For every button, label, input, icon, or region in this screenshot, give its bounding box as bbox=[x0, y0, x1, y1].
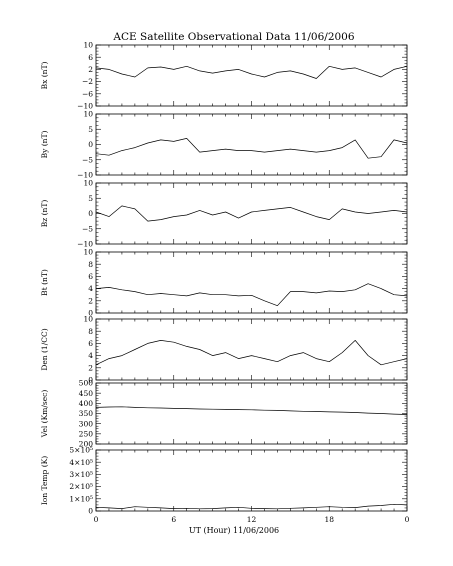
y-tick-label: −10 bbox=[77, 240, 93, 249]
y-tick-label: −10 bbox=[77, 102, 93, 111]
y-tick-label: 4×10⁵ bbox=[69, 458, 93, 467]
y-tick-label: 10 bbox=[83, 179, 93, 188]
y-tick-label: −5 bbox=[82, 224, 93, 233]
series-line bbox=[95, 205, 408, 222]
y-tick-label: 6 bbox=[88, 272, 93, 281]
series-line bbox=[95, 283, 408, 307]
y-tick-label: 10 bbox=[83, 110, 93, 119]
x-tick-label: 18 bbox=[324, 515, 334, 524]
y-tick-label: −6 bbox=[82, 89, 93, 98]
y-tick-label: 0 bbox=[88, 140, 93, 149]
y-axis-label: Bx (nT) bbox=[40, 62, 49, 90]
y-axis-label: Ion Temp (K) bbox=[40, 456, 49, 505]
y-tick-label: 5×10⁵ bbox=[69, 446, 93, 455]
panel-frame bbox=[95, 382, 408, 445]
y-tick-label: 2 bbox=[88, 363, 93, 372]
y-tick-label: 4 bbox=[88, 351, 93, 360]
chart-title: ACE Satellite Observational Data 11/06/2… bbox=[112, 31, 354, 43]
y-axis-label: Vel (Km/sec) bbox=[40, 390, 49, 439]
y-tick-label: 500 bbox=[79, 379, 94, 388]
panels: −10 −6 −2 2 6 10 Bx (nT) −10 −5 0 5 10 By (nT) −10 −5 0… bbox=[40, 41, 410, 524]
y-tick-label: 2×10⁵ bbox=[69, 482, 93, 491]
y-tick-label: 200 bbox=[79, 440, 94, 449]
panel-frame bbox=[95, 44, 408, 107]
y-tick-label: 250 bbox=[79, 429, 94, 438]
y-axis-label: Den (1/CC) bbox=[40, 328, 49, 370]
x-tick-label: 0 bbox=[405, 515, 410, 524]
x-tick-label: 0 bbox=[94, 515, 99, 524]
y-tick-label: 3×10⁵ bbox=[69, 470, 93, 479]
y-tick-label: 4 bbox=[88, 284, 93, 293]
y-tick-label: 0 bbox=[88, 507, 93, 516]
y-tick-label: 8 bbox=[88, 327, 93, 336]
y-tick-label: 10 bbox=[83, 41, 93, 50]
y-tick-label: −2 bbox=[82, 77, 93, 86]
panel-4: 0 2 4 6 8 10 Bt (nT) bbox=[40, 248, 408, 318]
series-line bbox=[95, 503, 408, 510]
y-tick-label: 10 bbox=[83, 248, 93, 257]
series-line bbox=[95, 406, 408, 415]
y-tick-label: 8 bbox=[88, 260, 93, 269]
panel-frame bbox=[95, 318, 408, 381]
y-tick-label: −5 bbox=[82, 155, 93, 164]
y-tick-label: 5 bbox=[88, 194, 93, 203]
y-tick-label: 6 bbox=[88, 339, 93, 348]
x-axis-label: UT (Hour) 11/06/2006 bbox=[189, 526, 279, 535]
panel-3: −10 −5 0 5 10 Bz (nT) bbox=[40, 179, 408, 249]
panel-7: 0 1×10⁵ 2×10⁵ 3×10⁵ 4×10⁵ 5×10⁵ Ion Temp (K) bbox=[40, 446, 408, 516]
y-axis-label: Bz (nT) bbox=[40, 200, 49, 228]
y-tick-label: 400 bbox=[79, 399, 94, 408]
series-line bbox=[95, 138, 408, 159]
y-tick-label: 0 bbox=[88, 209, 93, 218]
x-tick-label: 6 bbox=[171, 515, 176, 524]
y-tick-label: 2 bbox=[88, 65, 93, 74]
series-line bbox=[95, 65, 408, 79]
series-line bbox=[95, 340, 408, 366]
panel-frame bbox=[95, 251, 408, 314]
y-tick-label: 2 bbox=[88, 296, 93, 305]
y-tick-label: 300 bbox=[79, 419, 94, 428]
y-axis-label: By (nT) bbox=[40, 131, 49, 159]
y-tick-label: 1×10⁵ bbox=[69, 494, 93, 503]
panel-2: −10 −5 0 5 10 By (nT) bbox=[40, 110, 408, 180]
x-tick-label: 12 bbox=[247, 515, 257, 524]
y-tick-label: 5 bbox=[88, 125, 93, 134]
panel-frame bbox=[95, 449, 408, 512]
y-tick-label: 350 bbox=[79, 409, 94, 418]
y-tick-label: 6 bbox=[88, 53, 93, 62]
panel-5: 0 2 4 6 8 10 Den (1/CC) bbox=[40, 315, 408, 385]
y-tick-label: −10 bbox=[77, 171, 93, 180]
y-tick-label: 0 bbox=[88, 309, 93, 318]
y-tick-label: 0 bbox=[88, 376, 93, 385]
panel-1: −10 −6 −2 2 6 10 Bx (nT) bbox=[40, 41, 408, 111]
y-tick-label: 10 bbox=[83, 315, 93, 324]
y-tick-label: 450 bbox=[79, 389, 94, 398]
panel-frame bbox=[95, 182, 408, 245]
y-axis-label: Bt (nT) bbox=[40, 269, 49, 296]
